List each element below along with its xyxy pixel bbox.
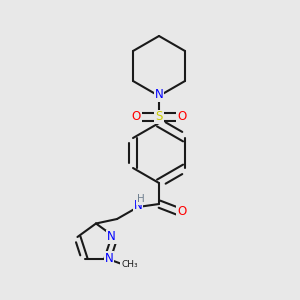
Text: N: N xyxy=(107,230,116,244)
Text: O: O xyxy=(177,110,186,124)
Text: S: S xyxy=(155,110,163,124)
Text: O: O xyxy=(177,205,186,218)
Text: N: N xyxy=(105,252,113,265)
Text: CH₃: CH₃ xyxy=(121,260,138,269)
Text: N: N xyxy=(134,199,142,212)
Text: N: N xyxy=(154,88,164,101)
Text: H: H xyxy=(136,194,144,205)
Text: O: O xyxy=(132,110,141,124)
